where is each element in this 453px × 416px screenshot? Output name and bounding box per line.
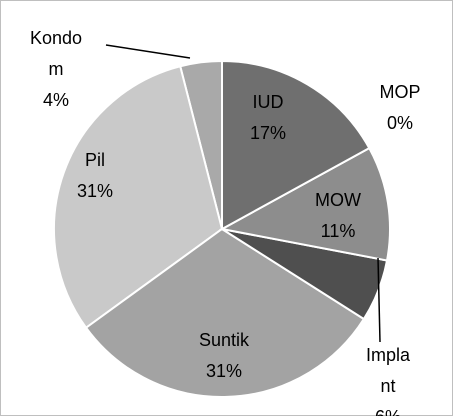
leader-line xyxy=(377,257,381,343)
category-label: IUD xyxy=(252,92,284,112)
value-label: 0% xyxy=(386,113,413,133)
category-label: MOW xyxy=(315,190,361,210)
slice-label: Pil 31% xyxy=(55,145,135,207)
category-label: Kondom xyxy=(29,28,83,79)
value-label: 6% xyxy=(362,402,414,416)
slice-label: MOP 0% xyxy=(360,77,440,139)
value-label: 17% xyxy=(249,123,287,143)
category-label: Suntik xyxy=(198,330,250,350)
slice-label: IUD 17% xyxy=(228,87,308,149)
leader-line xyxy=(105,44,191,59)
pie-slice xyxy=(53,65,224,330)
value-label: 11% xyxy=(320,221,356,241)
slice-label: MOW 11% xyxy=(298,185,378,247)
value-label: 31% xyxy=(76,181,114,201)
pie-slice xyxy=(219,146,391,262)
slice-label: Suntik 31% xyxy=(184,325,264,387)
value-label: 4% xyxy=(42,90,69,110)
value-label: 31% xyxy=(205,361,243,381)
slice-label: Kondom 4% xyxy=(28,23,84,116)
category-label: Pil xyxy=(84,150,105,170)
category-label: Implant xyxy=(365,345,410,396)
category-label: MOP xyxy=(379,82,421,102)
pie-slice xyxy=(84,227,366,398)
slice-label: Implant 6% xyxy=(362,340,414,416)
pie-slice xyxy=(221,59,371,231)
